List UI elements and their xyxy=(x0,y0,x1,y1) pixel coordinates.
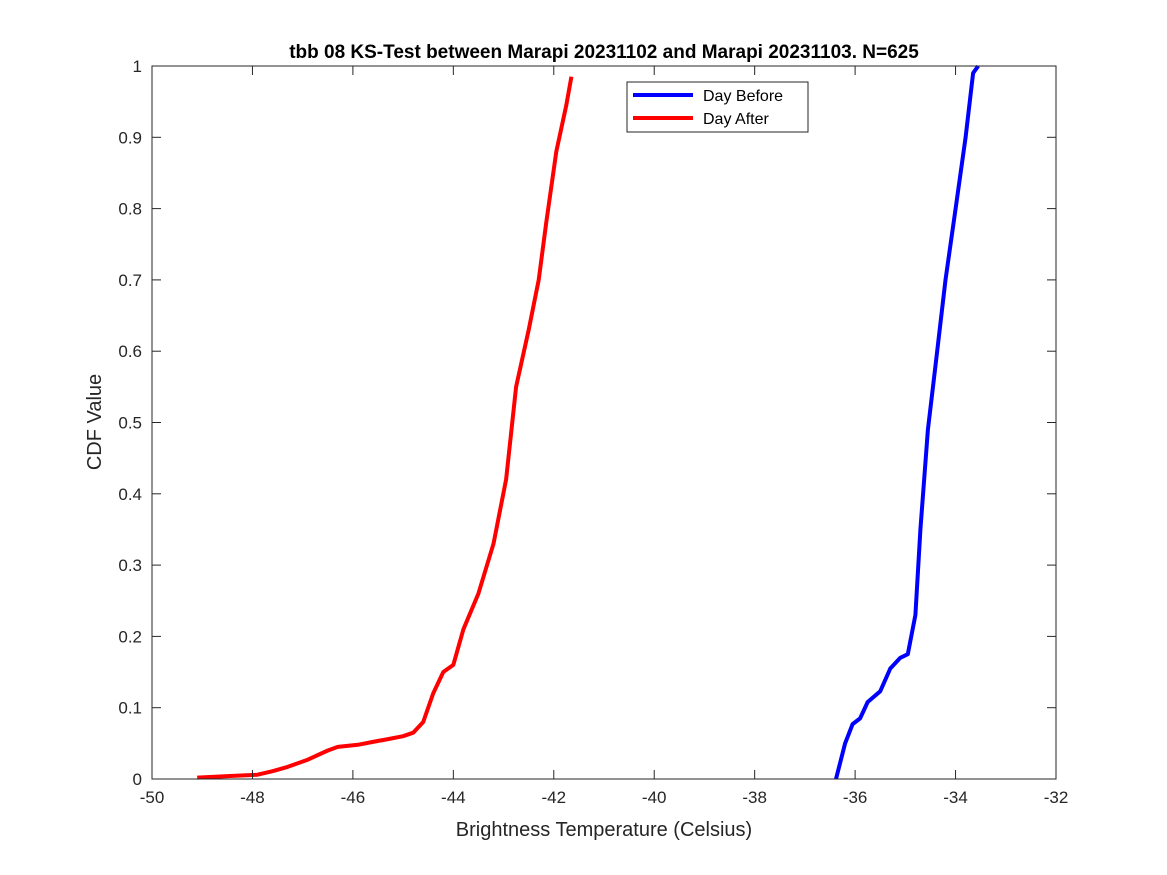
chart-title: tbb 08 KS-Test between Marapi 20231102 a… xyxy=(289,42,919,63)
legend: Day Before Day After xyxy=(626,81,809,133)
x-tick-label: -32 xyxy=(1044,788,1069,807)
y-axis-title: CDF Value xyxy=(84,374,106,470)
y-tick-label: 0.6 xyxy=(118,342,142,361)
legend-box xyxy=(626,81,809,133)
series-line-0 xyxy=(834,64,980,780)
x-tick-label: -42 xyxy=(541,788,566,807)
y-tick-label: 0.1 xyxy=(118,699,142,718)
legend-label-0: Day Before xyxy=(703,88,783,105)
legend-label-1: Day After xyxy=(703,111,769,128)
x-tick-label: -46 xyxy=(341,788,366,807)
x-tick-label: -50 xyxy=(140,788,165,807)
ticks-layer: -50 -48 -46 -44 -42 -40 -38 -36 -34 -32 0 0.1 0.2 0.3… xyxy=(118,57,1068,807)
plot-area: -50 -48 -46 -44 -42 -40 -38 -36 -34 -32 0 0.1 0.2 0.3… xyxy=(118,57,1068,807)
y-tick-label: 0.5 xyxy=(118,414,142,433)
y-tick-label: 0.4 xyxy=(118,485,142,504)
x-tick-label: -34 xyxy=(943,788,968,807)
legend-items: Day Before Day After xyxy=(633,88,783,128)
y-tick-label: 0 xyxy=(133,770,142,789)
y-tick-label: 0.7 xyxy=(118,271,142,290)
y-tick-label: 0.3 xyxy=(118,556,142,575)
y-tick-label: 1 xyxy=(133,57,142,76)
x-tick-label: -36 xyxy=(843,788,868,807)
x-tick-label: -44 xyxy=(441,788,466,807)
x-tick-label: -38 xyxy=(742,788,767,807)
x-axis-title: Brightness Temperature (Celsius) xyxy=(456,819,752,841)
y-tick-label: 0.9 xyxy=(118,128,142,147)
x-tick-label: -48 xyxy=(240,788,265,807)
y-tick-label: 0.2 xyxy=(118,627,142,646)
x-tick-label: -40 xyxy=(642,788,667,807)
plot-background xyxy=(152,66,1056,779)
series-layer xyxy=(197,64,980,780)
y-tick-label: 0.8 xyxy=(118,200,142,219)
series-line-1 xyxy=(197,76,574,780)
